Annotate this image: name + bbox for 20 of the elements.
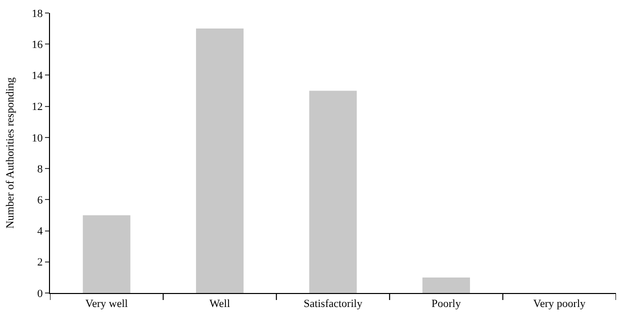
y-tick-label: 18 [32, 8, 44, 20]
y-tick-label: 6 [37, 194, 44, 207]
bar [422, 277, 470, 293]
x-tick-label: Well [210, 298, 230, 310]
y-tick-label: 12 [32, 101, 43, 114]
y-tick-label: 10 [32, 132, 44, 144]
x-tick-label: Satisfactorily [304, 298, 363, 310]
y-tick-label: 4 [37, 226, 44, 238]
x-tick-label: Very poorly [533, 298, 586, 310]
y-tick-label: 0 [37, 288, 44, 300]
x-tick-label: Very well [85, 298, 128, 310]
bar [309, 90, 357, 293]
x-tick-label: Poorly [432, 298, 462, 310]
y-tick-label: 16 [32, 38, 44, 51]
y-tick-label: 8 [37, 163, 44, 176]
bar [82, 215, 130, 293]
y-axis-title: Number of Authorities responding [4, 76, 16, 229]
bar [196, 28, 244, 293]
y-tick-label: 2 [37, 256, 43, 269]
y-tick-label: 14 [32, 70, 44, 82]
